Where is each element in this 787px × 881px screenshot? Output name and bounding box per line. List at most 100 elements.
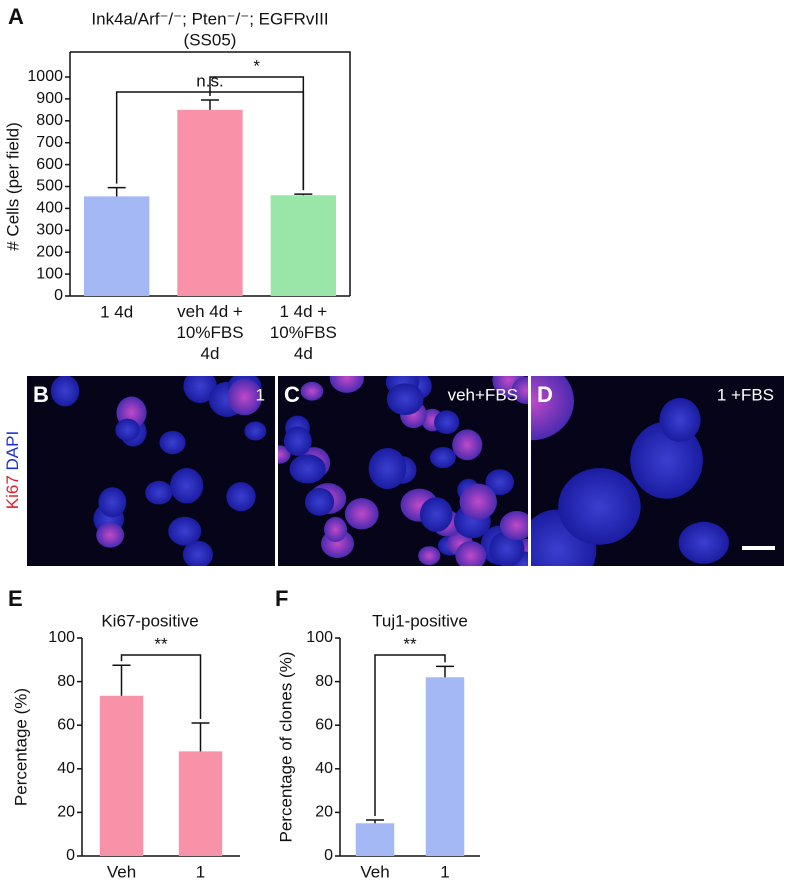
nucleus — [283, 426, 312, 456]
y-axis-label: Percentage (%) — [11, 688, 30, 806]
y-tick-label: 300 — [36, 222, 63, 239]
error-bar — [107, 186, 126, 197]
x-tick-label: veh 4d + 10%FBS 4d — [176, 302, 243, 363]
image-label: 1 +FBS — [717, 385, 774, 404]
nucleus — [304, 487, 335, 516]
error-bar — [436, 665, 454, 678]
x-tick-label: 1 4d + 10%FBS 4d — [270, 302, 337, 363]
chart-title: Ink4a/Arf⁻/⁻; Pten⁻/⁻; EGFRvIII — [91, 9, 328, 28]
nucleus — [168, 516, 202, 546]
y-tick-label: 200 — [36, 243, 63, 260]
y-tick-label: 20 — [57, 804, 75, 821]
nucleus — [455, 541, 487, 566]
nucleus — [227, 378, 262, 416]
nuclei — [531, 376, 729, 566]
nucleus — [183, 376, 217, 403]
y-tick-label: 60 — [315, 716, 333, 733]
nucleus — [159, 430, 186, 455]
nucleus — [459, 483, 497, 520]
x-tick-line: 10%FBS — [270, 323, 337, 342]
y-tick-label: 0 — [324, 847, 333, 864]
y-tick-label: 500 — [36, 178, 63, 195]
bar — [84, 196, 150, 296]
chart-title: Ki67-positive — [101, 611, 198, 630]
nuclei — [50, 376, 267, 566]
x-tick-line: 4d — [201, 344, 220, 363]
significance-label: ** — [154, 634, 168, 653]
frame — [70, 51, 351, 296]
nucleus — [430, 446, 456, 469]
significance-label: ** — [403, 634, 417, 653]
x-tick-label: 1 — [196, 862, 205, 881]
y-axis-label: # Cells (per field) — [3, 122, 22, 251]
x-tick-line: veh 4d + — [177, 302, 243, 321]
y-tick-label: 60 — [57, 716, 75, 733]
bar — [99, 695, 144, 856]
image-panel-label: D — [537, 382, 553, 407]
significance-bracket — [374, 654, 446, 817]
nucleus — [419, 497, 453, 532]
image-label: veh+FBS — [448, 385, 518, 404]
y-tick-label: 40 — [57, 760, 75, 777]
x-tick-line: 4d — [294, 344, 313, 363]
y-tick-label: 0 — [66, 847, 75, 864]
x-tick-label: Veh — [107, 862, 136, 881]
nucleus — [368, 447, 407, 490]
nucleus — [96, 522, 125, 548]
y-tick-label: 1000 — [27, 68, 63, 85]
error-bar — [112, 664, 131, 696]
nucleus — [659, 397, 701, 443]
nucleus — [452, 429, 483, 461]
y-tick-label: 100 — [48, 629, 75, 646]
stain-label: Ki67 DAPI — [3, 431, 22, 509]
panel-label: A — [8, 4, 24, 29]
error-bar — [366, 819, 384, 824]
nucleus — [418, 546, 441, 566]
y-tick-label: 900 — [36, 90, 63, 107]
y-tick-label: 0 — [54, 287, 63, 304]
y-tick-label: 80 — [57, 673, 75, 690]
error-bar — [191, 722, 210, 752]
error-bar — [294, 193, 313, 196]
y-tick-label: 100 — [306, 629, 333, 646]
nucleus — [145, 480, 173, 505]
y-tick-label: 20 — [315, 804, 333, 821]
stain-dapi: DAPI — [3, 431, 22, 471]
error-bar — [201, 99, 219, 110]
nucleus — [226, 482, 256, 512]
nucleus — [558, 468, 641, 545]
nucleus — [511, 376, 528, 405]
nucleus — [531, 376, 574, 441]
y-tick-label: 600 — [36, 156, 63, 173]
stain-ki67: Ki67 — [3, 475, 22, 509]
nucleus — [300, 381, 324, 401]
bar — [425, 677, 465, 856]
x-tick-line: 1 4d + — [279, 302, 327, 321]
nucleus — [289, 454, 326, 484]
x-tick-line: 10%FBS — [176, 323, 243, 342]
nucleus — [170, 467, 204, 504]
panel-label: F — [275, 586, 288, 611]
nucleus — [434, 410, 460, 435]
nuclei — [278, 376, 528, 566]
nucleus — [98, 487, 127, 518]
significance-bracket — [120, 654, 202, 720]
nucleus — [244, 421, 267, 441]
y-axis-label: Percentage of clones (%) — [276, 652, 295, 843]
x-tick-label: 1 4d — [100, 302, 133, 321]
y-tick-label: 100 — [36, 265, 63, 282]
image-panel-label: B — [33, 382, 49, 407]
nucleus — [499, 510, 528, 541]
y-tick-label: 700 — [36, 134, 63, 151]
image-panel-label: C — [284, 382, 300, 407]
y-tick-label: 80 — [315, 673, 333, 690]
y-tick-label: 400 — [36, 200, 63, 217]
x-tick-label: Veh — [360, 862, 389, 881]
significance-bracket — [209, 76, 305, 191]
nucleus — [115, 418, 140, 442]
nucleus — [329, 376, 364, 393]
significance-label: * — [253, 56, 260, 75]
y-tick-label: 800 — [36, 112, 63, 129]
nucleus — [182, 540, 213, 566]
